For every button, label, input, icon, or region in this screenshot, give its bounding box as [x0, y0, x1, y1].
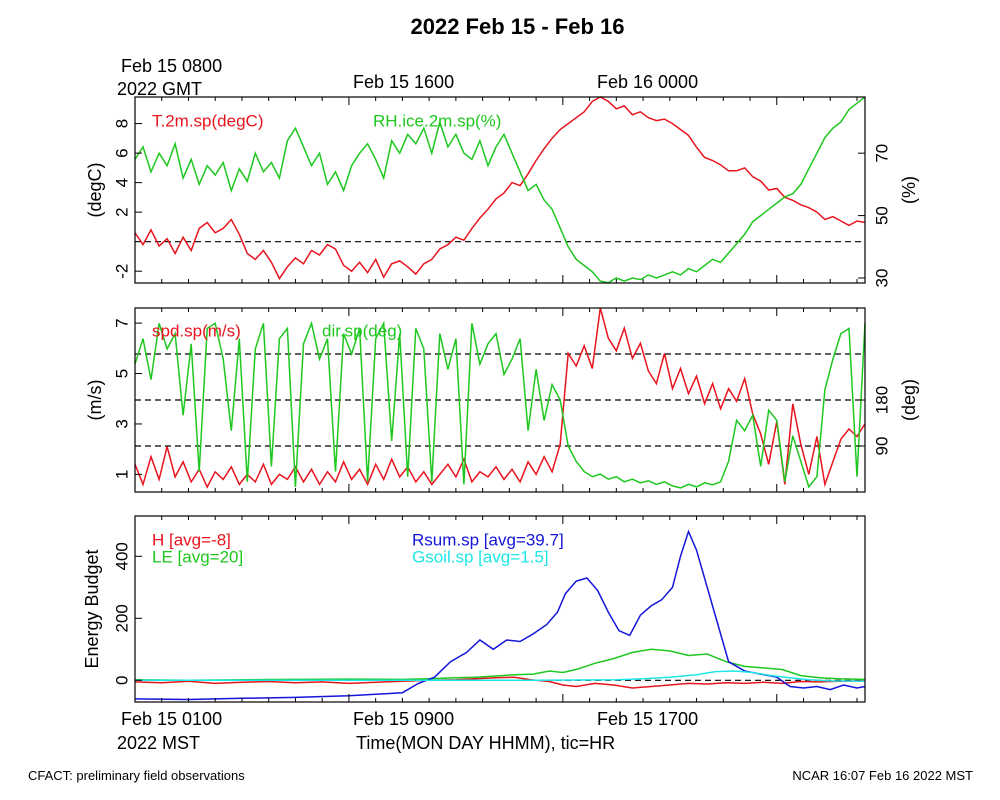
y-tick-label-left-0-3: 6 [112, 148, 131, 157]
series-line-0-0 [134, 96, 866, 281]
chart-title: 2022 Feb 15 - Feb 16 [410, 14, 625, 39]
y-tick-label-left-1-1: 3 [112, 419, 131, 428]
bottom-axis-label-1: Feb 15 0100 [121, 709, 223, 729]
y-tick-label-left-2-0: 0 [112, 676, 131, 685]
y-tick-label-left-0-2: 4 [112, 178, 131, 187]
y-tick-label-left-1-3: 7 [112, 318, 131, 327]
bottom-axis-label-2: Feb 15 0900 [353, 709, 455, 729]
top-axis-label-1: Feb 15 0800 [121, 56, 223, 76]
footer-left-note: CFACT: preliminary field observations [28, 768, 245, 783]
series-line-2-1 [134, 648, 866, 682]
y-tick-label-left-0-0: -2 [112, 264, 131, 279]
y-tick-label-left-1-2: 5 [112, 369, 131, 378]
legend-label-0-1: RH.ice.2m.sp(%) [373, 111, 501, 130]
y-tick-label-right-1-0: 90 [872, 437, 891, 456]
top-axis-label-3: Feb 16 0000 [597, 72, 699, 92]
y-tick-label-right-0-2: 70 [872, 144, 891, 163]
footer-right-note: NCAR 16:07 Feb 16 2022 MST [792, 768, 973, 783]
plot-frame-0 [134, 96, 866, 284]
y-tick-label-left-0-4: 8 [112, 119, 131, 128]
y-tick-label-right-0-0: 30 [872, 269, 891, 288]
legend-label-1-0: spd.sp(m/s) [152, 321, 241, 340]
y-axis-label-left-0: (degC) [85, 162, 105, 217]
legend-label-2-0: H [avg=-8] [152, 530, 231, 549]
series-line-1-1 [134, 320, 866, 489]
bottom-axis-label-3: Feb 15 1700 [597, 709, 699, 729]
y-axis-label-right-1: (deg) [899, 379, 919, 421]
legend-label-0-0: T.2m.sp(degC) [152, 111, 263, 130]
plot-frame-2 [134, 515, 866, 703]
top-axis-label-2: Feb 15 1600 [353, 72, 455, 92]
y-axis-label-right-0: (%) [899, 176, 919, 204]
series-line-2-3 [135, 670, 866, 682]
x-axis-title: Time(MON DAY HHMM), tic=HR [356, 733, 616, 753]
y-tick-label-right-0-1: 50 [872, 206, 891, 225]
series-line-2-0 [134, 676, 866, 689]
y-tick-label-right-1-1: 180 [872, 386, 891, 414]
y-tick-label-left-1-0: 1 [112, 470, 131, 479]
y-tick-label-left-2-2: 400 [112, 542, 131, 570]
series-line-1-0 [134, 307, 866, 489]
y-tick-label-left-2-1: 200 [112, 604, 131, 632]
y-axis-label-left-1: (m/s) [85, 380, 105, 421]
legend-label-2-1: LE [avg=20] [152, 547, 243, 566]
y-tick-label-left-0-1: 2 [112, 207, 131, 216]
top-axis-label-1-year: 2022 GMT [117, 79, 203, 99]
legend-label-2-2: Rsum.sp [avg=39.7] [412, 530, 564, 549]
series-line-0-1 [134, 96, 866, 284]
legend-label-1-1: dir.sp(deg) [322, 321, 402, 340]
legend-label-2-3: Gsoil.sp [avg=1.5] [412, 547, 549, 566]
y-axis-label-left-2: Energy Budget [82, 549, 102, 668]
bottom-axis-label-1-year: 2022 MST [117, 733, 201, 753]
